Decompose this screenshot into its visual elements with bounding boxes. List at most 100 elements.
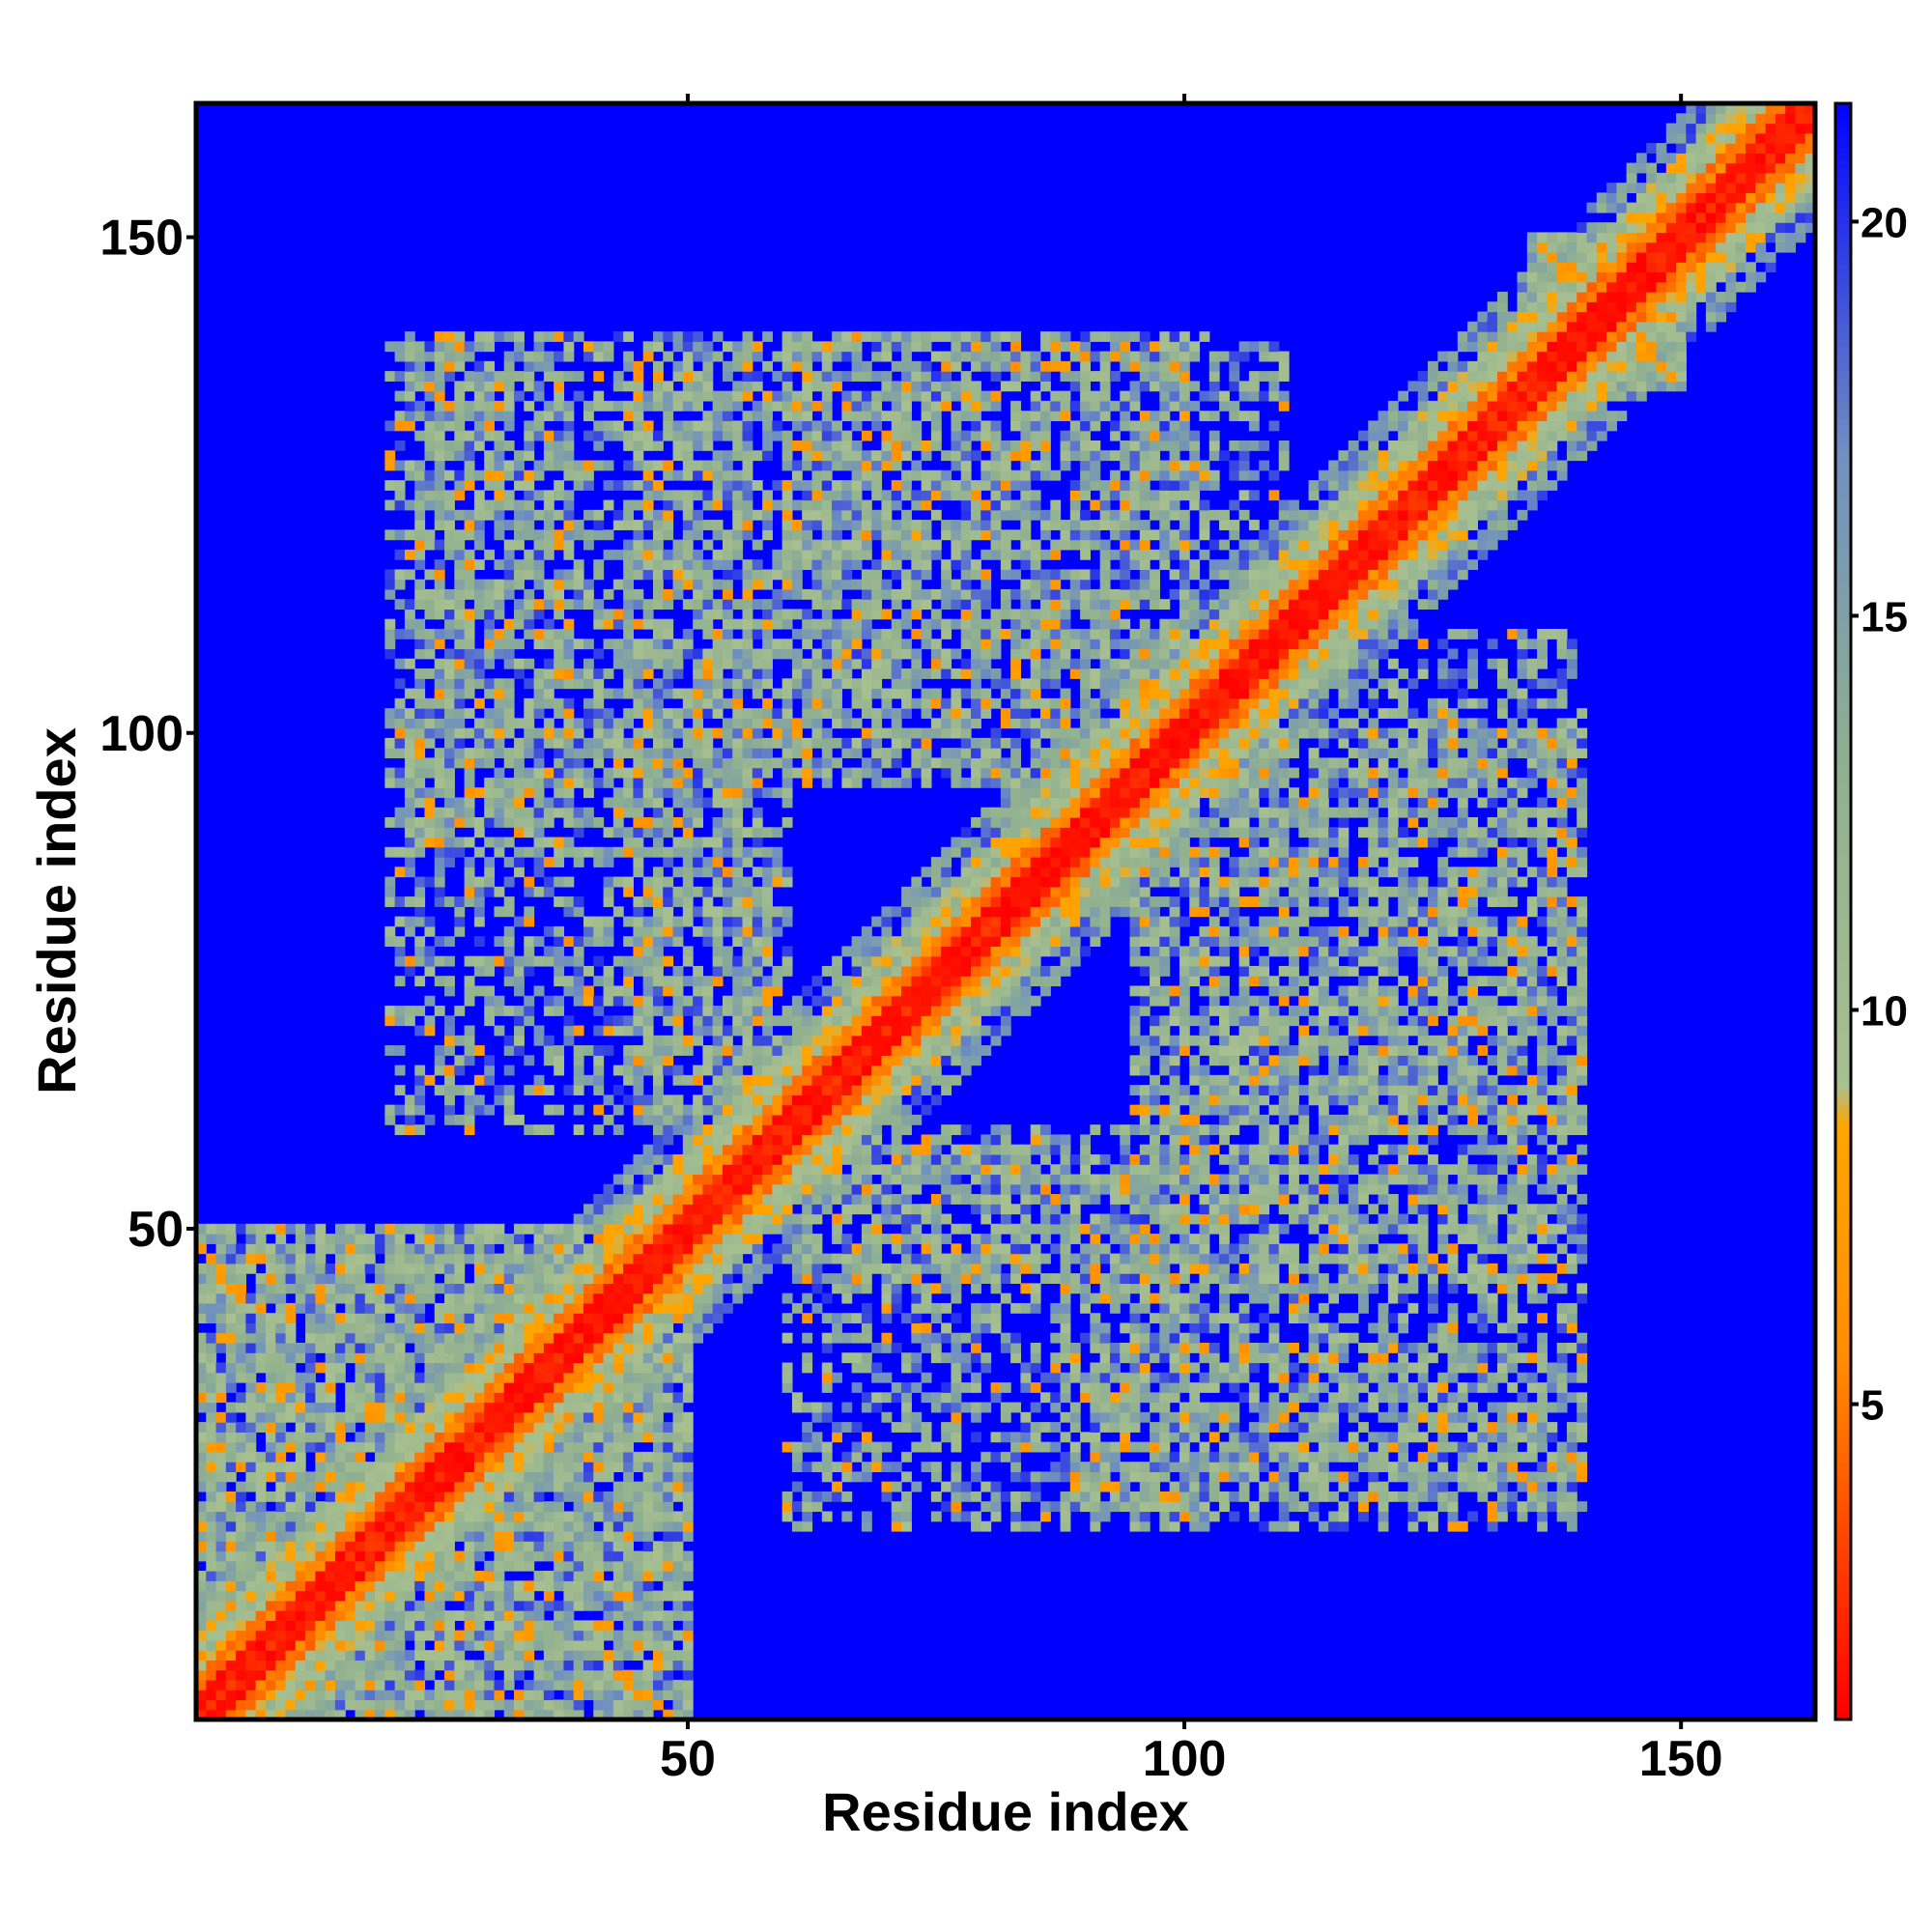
heatmap-cell bbox=[394, 1352, 406, 1364]
heatmap-cell bbox=[593, 1491, 605, 1502]
heatmap-cell bbox=[524, 787, 535, 799]
heatmap-cell bbox=[791, 351, 803, 362]
heatmap-cell bbox=[484, 1422, 496, 1433]
heatmap-cell bbox=[434, 867, 445, 878]
heatmap-cell bbox=[464, 1322, 475, 1334]
heatmap-cell bbox=[424, 1471, 436, 1483]
heatmap-cell bbox=[464, 1392, 475, 1404]
heatmap-cell bbox=[514, 1471, 525, 1483]
heatmap-cell bbox=[345, 1520, 356, 1532]
heatmap-cell bbox=[404, 1709, 415, 1720]
heatmap-cell bbox=[633, 1580, 644, 1592]
heatmap-cell bbox=[742, 797, 753, 809]
heatmap-cell bbox=[663, 876, 674, 888]
heatmap-cell bbox=[414, 757, 426, 769]
heatmap-cell bbox=[434, 1055, 445, 1066]
heatmap-cell bbox=[454, 797, 466, 809]
heatmap-cell bbox=[285, 1481, 297, 1492]
heatmap-cell bbox=[563, 1709, 575, 1720]
heatmap-cell bbox=[245, 1253, 257, 1264]
heatmap-cell bbox=[206, 1590, 217, 1602]
heatmap-cell bbox=[325, 1690, 336, 1701]
heatmap-cell bbox=[464, 876, 475, 888]
heatmap-cell bbox=[762, 976, 773, 987]
heatmap-cell bbox=[473, 757, 485, 769]
heatmap-cell bbox=[285, 1620, 297, 1632]
heatmap-cell bbox=[275, 1709, 287, 1720]
heatmap-cell bbox=[245, 1411, 257, 1423]
heatmap-cell bbox=[424, 1352, 436, 1364]
heatmap-cell bbox=[663, 1422, 674, 1433]
heatmap-cell bbox=[563, 1471, 575, 1483]
heatmap-cell bbox=[434, 1322, 445, 1334]
heatmap-cell bbox=[742, 1153, 753, 1165]
heatmap-cell bbox=[394, 1313, 406, 1324]
heatmap-cell bbox=[533, 757, 545, 769]
heatmap-cell bbox=[414, 1600, 426, 1611]
heatmap-cell bbox=[265, 1679, 276, 1690]
heatmap-cell bbox=[325, 1273, 336, 1284]
heatmap-cell bbox=[434, 1560, 445, 1572]
heatmap-cell bbox=[563, 1541, 575, 1552]
heatmap-cell bbox=[682, 946, 694, 957]
heatmap-cell bbox=[325, 1372, 336, 1383]
heatmap-cell bbox=[563, 1402, 575, 1413]
heatmap-cell bbox=[225, 1342, 237, 1353]
heatmap-cell bbox=[196, 1372, 207, 1383]
heatmap-cell bbox=[633, 1699, 644, 1711]
heatmap-cell bbox=[514, 499, 525, 511]
heatmap-cell bbox=[702, 351, 714, 362]
heatmap-cell bbox=[255, 1313, 267, 1324]
heatmap-cell bbox=[772, 1213, 783, 1225]
heatmap-cell bbox=[722, 599, 733, 611]
heatmap-cell bbox=[404, 1243, 415, 1255]
heatmap-cell bbox=[384, 1571, 396, 1581]
heatmap-cell bbox=[454, 737, 466, 749]
heatmap-cell bbox=[742, 936, 753, 948]
heatmap-cell bbox=[791, 1501, 803, 1513]
heatmap-cell bbox=[802, 1183, 813, 1195]
heatmap-cell bbox=[295, 1253, 306, 1264]
heatmap-cell bbox=[285, 1590, 297, 1602]
heatmap-cell bbox=[503, 440, 515, 451]
heatmap-cell bbox=[623, 876, 635, 888]
heatmap-cell bbox=[215, 1481, 227, 1492]
heatmap-cell bbox=[206, 1402, 217, 1413]
heatmap-cell bbox=[325, 1709, 336, 1720]
heatmap-cell bbox=[781, 400, 793, 412]
heatmap-cell bbox=[464, 609, 475, 620]
heatmap-cell bbox=[633, 1491, 644, 1502]
heatmap-cell bbox=[603, 1302, 614, 1314]
heatmap-cell bbox=[742, 390, 753, 402]
heatmap-cell bbox=[295, 1402, 306, 1413]
heatmap-cell bbox=[583, 1580, 594, 1592]
heatmap-cell bbox=[434, 599, 445, 611]
heatmap-cell bbox=[424, 1620, 436, 1632]
heatmap-cell bbox=[355, 1441, 366, 1453]
heatmap-cell bbox=[503, 618, 515, 630]
heatmap-cell bbox=[633, 1709, 644, 1720]
heatmap-cell bbox=[454, 1234, 466, 1244]
heatmap-cell bbox=[712, 757, 724, 769]
heatmap-cell bbox=[672, 1273, 684, 1284]
heatmap-cell bbox=[712, 976, 724, 987]
heatmap-cell bbox=[762, 1085, 773, 1095]
heatmap-cell bbox=[484, 985, 496, 997]
heatmap-cell bbox=[791, 648, 803, 660]
heatmap-cell bbox=[494, 381, 505, 392]
heatmap-cell bbox=[781, 390, 793, 402]
heatmap-cell bbox=[682, 1679, 694, 1690]
heatmap-cell bbox=[702, 1234, 714, 1244]
heatmap-cell bbox=[652, 628, 664, 639]
heatmap-cell bbox=[563, 1630, 575, 1641]
heatmap-cell bbox=[702, 916, 714, 927]
heatmap-cell bbox=[424, 1402, 436, 1413]
heatmap-cell bbox=[802, 1402, 813, 1413]
heatmap-cell bbox=[543, 1679, 554, 1690]
heatmap-cell bbox=[593, 1699, 605, 1711]
heatmap-cell bbox=[236, 1660, 247, 1671]
heatmap-cell bbox=[802, 1243, 813, 1255]
heatmap-cell bbox=[404, 1411, 415, 1423]
heatmap-cell bbox=[573, 1302, 584, 1314]
heatmap-cell bbox=[375, 1283, 385, 1294]
